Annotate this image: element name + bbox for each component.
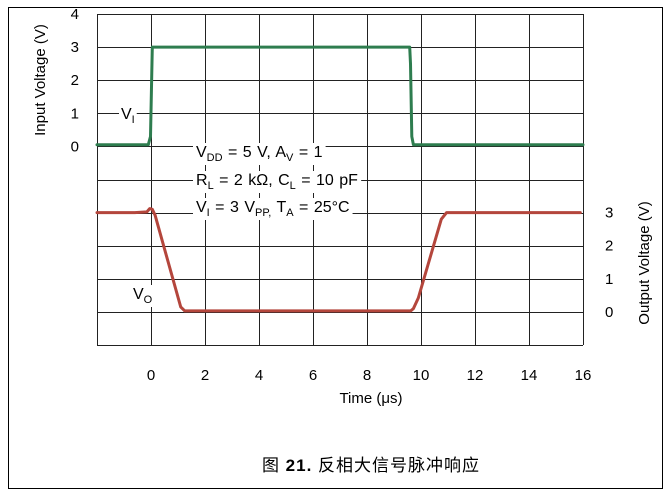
condition-text: VDD = 5 V, AV = 1 — [196, 144, 323, 164]
series-line-vi — [95, 45, 585, 147]
figure-caption: 图 21. 反相大信号脉冲响应 — [262, 456, 480, 475]
x-tick-label: 0 — [147, 367, 155, 384]
condition-line-background — [193, 171, 362, 193]
condition-text: VI = 3 VPP, TA = 25°C — [196, 199, 350, 219]
condition-line-2: RL = 2 kΩ, CL = 10 pF — [193, 171, 362, 193]
right-y-tick-label: 0 — [605, 304, 613, 321]
condition-line-1: VDD = 5 V, AV = 1 — [193, 143, 326, 165]
condition-subscript: I — [207, 207, 210, 219]
condition-line-background — [193, 143, 326, 165]
condition-subscript: PP, — [255, 207, 271, 219]
series-label-subscript: I — [132, 114, 135, 126]
right-y-tick-label: 2 — [605, 238, 613, 255]
caption-prefix: 图 — [262, 456, 286, 475]
condition-subscript: A — [286, 207, 294, 219]
condition-subscript: V — [286, 152, 294, 164]
x-tick-label: 6 — [309, 367, 317, 384]
right-axis-title: Output Voltage (V) — [636, 201, 653, 324]
left-axis-title: Input Voltage (V) — [32, 24, 49, 136]
right-y-tick-label: 1 — [605, 271, 613, 288]
left-y-tick-label: 0 — [71, 138, 79, 155]
x-tick-label: 8 — [363, 367, 371, 384]
caption-number: 21. — [286, 456, 313, 475]
condition-text-part: R — [196, 172, 208, 189]
x-tick-label: 12 — [467, 367, 484, 384]
test-conditions: VDD = 5 V, AV = 1RL = 2 kΩ, CL = 10 pFVI… — [193, 143, 362, 220]
x-tick-label: 4 — [255, 367, 263, 384]
condition-text-part: = 3 V — [210, 199, 256, 216]
x-tick-label: 16 — [575, 367, 592, 384]
left-y-tick-label: 1 — [71, 105, 79, 122]
series-label-vo: VO — [131, 285, 155, 307]
condition-text-part: = 2 kΩ, C — [214, 172, 290, 189]
series-label-text: VI — [121, 106, 135, 126]
plot-grid — [97, 14, 584, 346]
series-label-subscript: O — [144, 294, 153, 306]
series-label-vi: VI — [119, 105, 137, 127]
figure-frame — [8, 7, 663, 489]
condition-subscript: DD — [207, 152, 223, 164]
x-tick-label: 10 — [413, 367, 430, 384]
left-y-tick-label: 2 — [71, 72, 79, 89]
caption-title: 反相大信号脉冲响应 — [312, 456, 480, 475]
condition-text-part: T — [271, 199, 286, 216]
condition-text: RL = 2 kΩ, CL = 10 pF — [196, 172, 358, 192]
condition-subscript: L — [290, 180, 296, 192]
series-label-base: V — [121, 106, 132, 123]
condition-text-part: = 1 — [293, 144, 322, 161]
series-label-text: VO — [133, 286, 153, 306]
condition-subscript: L — [208, 180, 214, 192]
condition-text-part: V — [196, 144, 207, 161]
right-y-tick-label: 3 — [605, 205, 613, 222]
left-y-tick-label: 3 — [71, 39, 79, 56]
condition-text-part: V — [196, 199, 207, 216]
left-y-tick-label: 4 — [71, 6, 79, 23]
series-label-base: V — [133, 286, 144, 303]
condition-line-3: VI = 3 VPP, TA = 25°C — [193, 198, 353, 220]
condition-text-part: = 25°C — [294, 199, 350, 216]
x-tick-label: 14 — [521, 367, 538, 384]
series-line-vo — [95, 207, 582, 313]
condition-text-part: = 10 pF — [296, 172, 358, 189]
series-group — [95, 45, 585, 313]
condition-line-background — [193, 198, 353, 220]
series-label-background — [131, 285, 155, 307]
x-axis-title: Time (μs) — [339, 390, 402, 407]
condition-text-part: = 5 V, A — [223, 144, 287, 161]
x-tick-label: 2 — [201, 367, 209, 384]
series-label-background — [119, 105, 137, 127]
